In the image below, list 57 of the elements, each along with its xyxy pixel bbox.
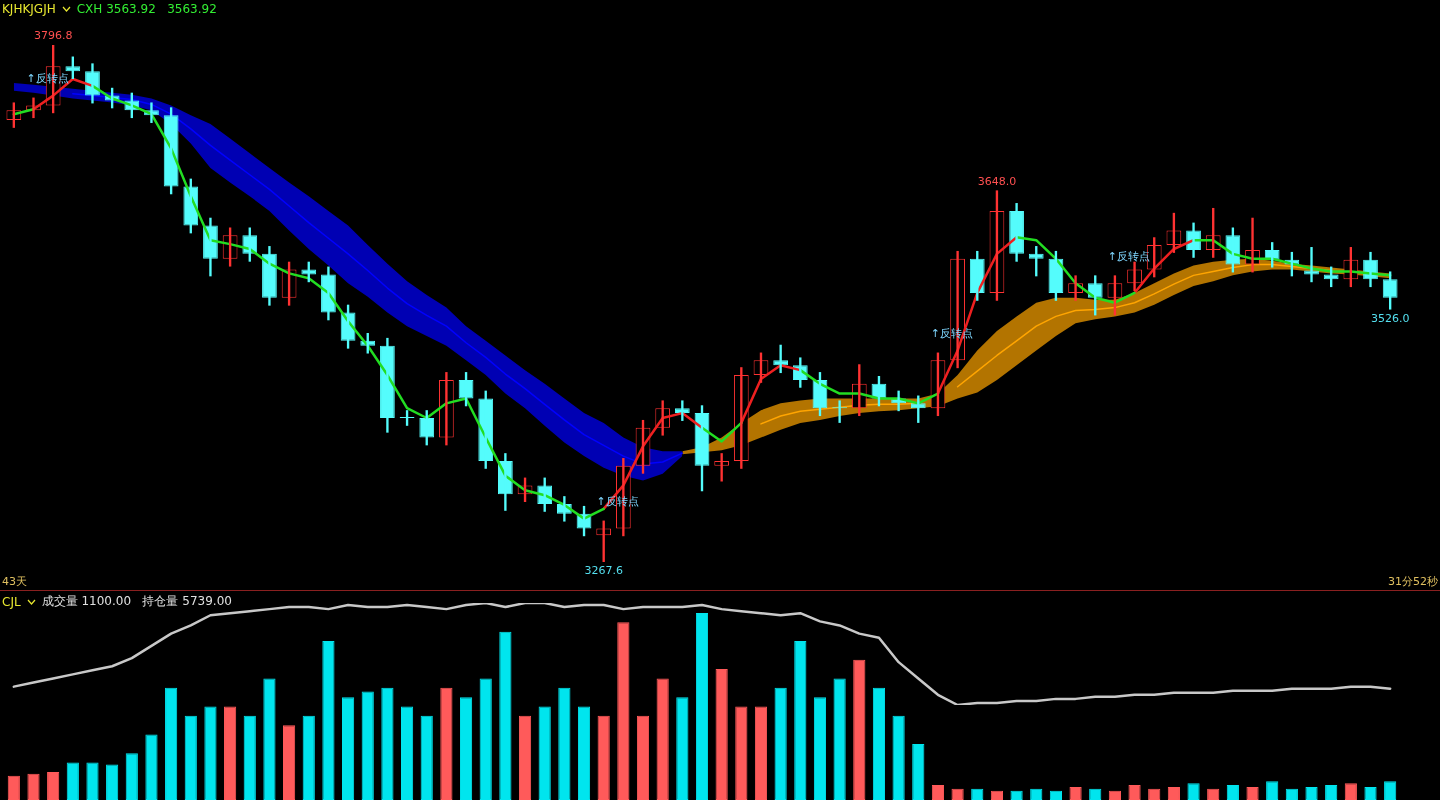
chart-title: CJL (2, 594, 21, 609)
bar (597, 715, 610, 800)
text: 31分52秒 (1388, 575, 1438, 589)
bar (558, 687, 571, 800)
bar (440, 687, 453, 800)
annotation: 3267.6 (584, 564, 623, 578)
bar (204, 706, 217, 800)
bar (774, 687, 787, 800)
bar (165, 687, 178, 800)
annotation: 3796.8 (33, 29, 73, 43)
bar (912, 743, 925, 800)
bar (106, 764, 119, 800)
bar (7, 775, 20, 800)
chart-title: KJHKJGJH (2, 2, 56, 16)
annotation: 3526.0 (1370, 311, 1410, 325)
annotation: 3648.0 (977, 174, 1017, 188)
bar (66, 762, 79, 800)
bar (361, 691, 374, 800)
bar (86, 762, 99, 800)
bar (243, 715, 256, 800)
bar (892, 715, 905, 800)
bar (125, 753, 138, 800)
bar (872, 687, 886, 800)
bar (617, 622, 630, 800)
bar (518, 715, 532, 800)
bar (322, 641, 335, 800)
bar (695, 613, 709, 800)
bar (263, 678, 276, 800)
bar (27, 773, 40, 800)
bar (813, 697, 827, 800)
bar (145, 734, 158, 800)
bar (381, 687, 394, 800)
bar (853, 659, 866, 800)
chart-subtitle: 成交量 1100.00 持仓量 5739.00 (41, 593, 232, 610)
bar (577, 706, 591, 800)
bar (302, 715, 315, 800)
bar (459, 697, 473, 800)
bar (283, 725, 296, 800)
bar (636, 715, 650, 800)
bar (538, 706, 551, 800)
bar (499, 631, 512, 800)
bar (715, 669, 728, 800)
bar (47, 771, 60, 800)
bar (224, 706, 237, 800)
bar (794, 641, 807, 800)
bar (400, 706, 414, 800)
bar (676, 697, 689, 800)
bar (754, 706, 768, 800)
bar (341, 697, 355, 800)
text: 43天 (2, 575, 27, 589)
bar (656, 678, 669, 800)
bar (735, 706, 748, 800)
chart-subtitle: CXH 3563.92 3563.92 (76, 2, 217, 16)
bar (184, 715, 197, 800)
bar (479, 678, 492, 800)
bar (420, 715, 433, 800)
bar (833, 678, 846, 800)
